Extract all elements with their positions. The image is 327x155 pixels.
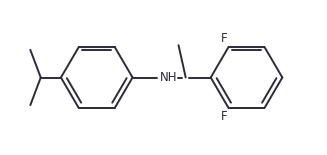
- Text: NH: NH: [160, 71, 178, 84]
- Text: F: F: [221, 32, 228, 45]
- Text: F: F: [221, 110, 228, 123]
